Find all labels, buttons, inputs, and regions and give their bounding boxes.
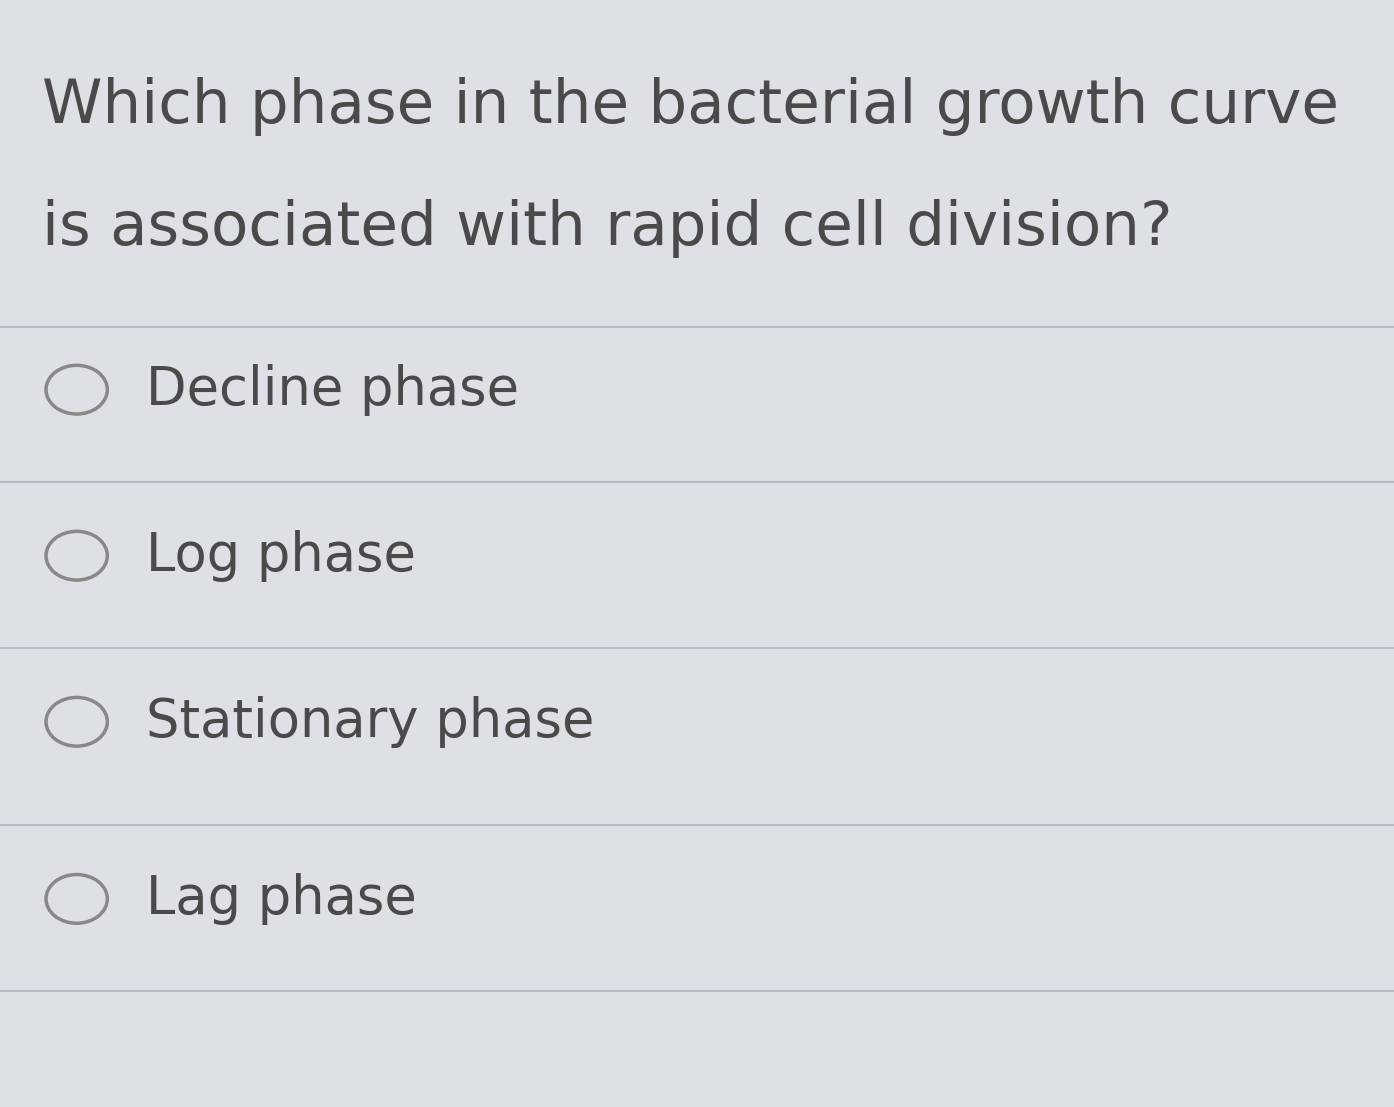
- Circle shape: [46, 531, 107, 580]
- Circle shape: [46, 697, 107, 746]
- Text: is associated with rapid cell division?: is associated with rapid cell division?: [42, 199, 1172, 258]
- Text: Which phase in the bacterial growth curve: Which phase in the bacterial growth curv…: [42, 77, 1338, 136]
- Text: Stationary phase: Stationary phase: [146, 696, 595, 747]
- Text: Lag phase: Lag phase: [146, 873, 417, 924]
- Circle shape: [46, 875, 107, 923]
- Circle shape: [46, 365, 107, 414]
- Text: Log phase: Log phase: [146, 530, 417, 581]
- Text: Decline phase: Decline phase: [146, 364, 520, 415]
